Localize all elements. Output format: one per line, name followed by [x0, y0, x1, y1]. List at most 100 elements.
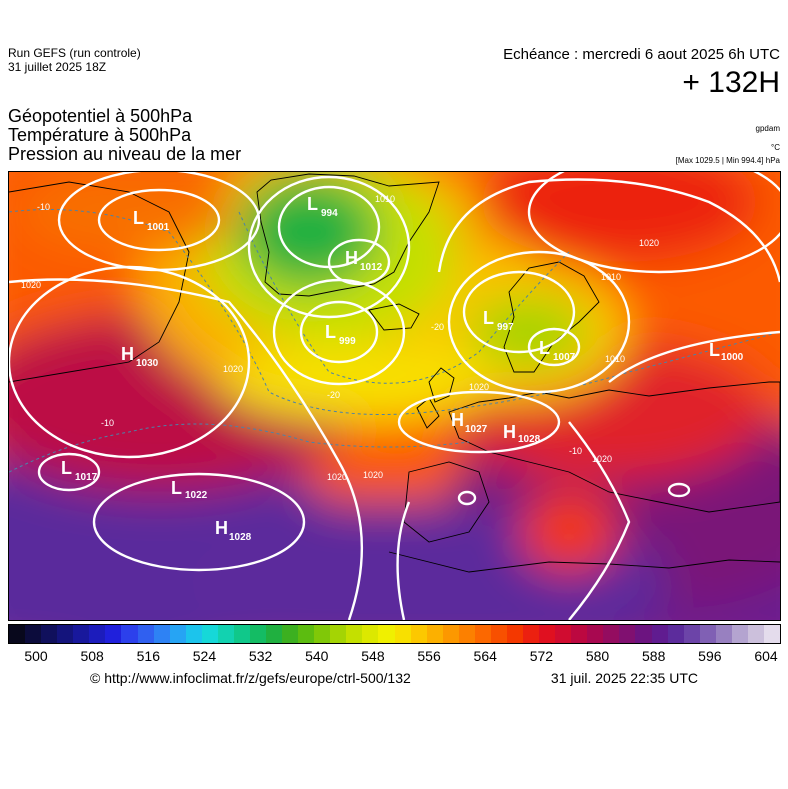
field-list: Géopotentiel à 500hPa Température à 500h… [8, 107, 241, 164]
colorbar-swatch [25, 625, 42, 643]
isobar-label: 1010 [375, 194, 395, 204]
isobar-labels: 1020 1010 1020 1010 1020 1020 1020 1020 … [21, 194, 659, 482]
colorbar-swatch [9, 625, 26, 643]
svg-text:1000: 1000 [721, 352, 744, 363]
run-date: 31 juillet 2025 18Z [8, 60, 107, 74]
svg-text:L: L [483, 308, 494, 328]
colorbar-swatch [426, 625, 443, 643]
pressure-system-low: L 1007 [539, 338, 576, 363]
colorbar-swatch [699, 625, 716, 643]
colorbar-tick-label: 508 [80, 648, 104, 664]
colorbar-swatch [539, 625, 556, 643]
svg-text:L: L [539, 338, 550, 358]
field-temperature: Température à 500hPa [8, 125, 192, 145]
colorbar-tick-label: 572 [529, 648, 554, 664]
temperature-label: -10 [37, 202, 50, 212]
source-url: © http://www.infoclimat.fr/z/gefs/europe… [90, 670, 411, 686]
svg-text:H: H [121, 344, 134, 364]
colorbar-swatch [298, 625, 315, 643]
isobar-label: 1020 [592, 454, 612, 464]
colorbar-tick-label: 516 [136, 648, 160, 664]
temperature-labels: -10 -20 -20 -10 -10 [37, 202, 582, 456]
colorbar-swatch [89, 625, 106, 643]
field-pressure: Pression au niveau de la mer [8, 144, 242, 164]
generated-time: 31 juil. 2025 22:35 UTC [550, 670, 698, 686]
colorbar-swatch [57, 625, 74, 643]
colorbar-swatch [249, 625, 266, 643]
pressure-system-low: L 1000 [709, 340, 744, 363]
colorbar-swatch [651, 625, 668, 643]
svg-text:L: L [171, 478, 182, 498]
colorbar-swatch [715, 625, 732, 643]
colorbar-swatch [523, 625, 540, 643]
colorbar-swatch [266, 625, 283, 643]
unit-temperature: °C [771, 143, 780, 152]
colorbar-swatch [683, 625, 700, 643]
colorbar-swatch [217, 625, 234, 643]
colorbar-swatch [506, 625, 523, 643]
temperature-contours [9, 209, 780, 473]
isobar-label: 1020 [21, 280, 41, 290]
svg-text:1028: 1028 [518, 434, 541, 445]
temperature-label: -10 [569, 446, 582, 456]
pressure-system-low: L 1022 [171, 478, 208, 501]
pressure-system-high: H 1028 [503, 422, 541, 445]
svg-text:1012: 1012 [360, 262, 383, 273]
svg-text:L: L [61, 458, 72, 478]
svg-text:1001: 1001 [147, 222, 170, 233]
colorbar-swatch [555, 625, 572, 643]
colorbar-tick-label: 524 [192, 648, 217, 664]
colorbar-tick-label: 532 [248, 648, 273, 664]
forecast-valid-time: Echéance : mercredi 6 aout 2025 6h UTC [503, 46, 780, 63]
svg-text:997: 997 [497, 322, 514, 333]
colorbar-swatch [362, 625, 379, 643]
colorbar-tick-label: 596 [698, 648, 722, 664]
svg-text:L: L [709, 340, 720, 360]
svg-text:1007: 1007 [553, 352, 576, 363]
colorbar-swatch [105, 625, 122, 643]
pressure-system-low: L 999 [325, 322, 356, 347]
colorbar-swatch [153, 625, 170, 643]
colorbar-swatch [169, 625, 186, 643]
colorbar-swatch [763, 625, 780, 643]
pressure-system-high: H 1012 [345, 248, 383, 273]
colorbar-tick-label: 500 [24, 648, 48, 664]
weather-map: -10 -20 -20 -10 -10 [8, 171, 781, 621]
colorbar-swatch [474, 625, 491, 643]
svg-text:H: H [215, 518, 228, 538]
run-info: Run GEFS (run controle) 31 juillet 2025 … [8, 46, 141, 74]
pressure-system-high: H 1028 [215, 518, 252, 543]
temperature-label: -20 [327, 390, 340, 400]
pressure-system-high: H 1027 [451, 410, 488, 435]
colorbar-swatch [587, 625, 604, 643]
colorbar-swatch [41, 625, 58, 643]
colorbar-swatch [73, 625, 90, 643]
colorbar-swatch [121, 625, 138, 643]
colorbar-swatch [571, 625, 588, 643]
colorbar [8, 624, 781, 644]
colorbar-swatch [282, 625, 299, 643]
colorbar-tick-label: 540 [305, 648, 329, 664]
svg-text:H: H [345, 248, 358, 268]
colorbar-swatch [731, 625, 748, 643]
svg-text:L: L [133, 208, 144, 228]
colorbar-swatch [394, 625, 411, 643]
colorbar-swatch [330, 625, 347, 643]
colorbar-swatch [490, 625, 507, 643]
svg-text:1022: 1022 [185, 490, 208, 501]
colorbar-swatch [603, 625, 620, 643]
svg-text:L: L [307, 194, 318, 214]
temperature-label: -20 [431, 322, 444, 332]
svg-text:1027: 1027 [465, 424, 488, 435]
colorbar-swatch [137, 625, 154, 643]
colorbar-tick-label: 548 [361, 648, 385, 664]
colorbar-tick-label: 580 [585, 648, 610, 664]
map-canvas: -10 -20 -20 -10 -10 [9, 172, 780, 620]
pressure-systems: L 1001 L 994 H 1012 L 999 L 997 L 1007 H 1030 L… [61, 194, 744, 543]
colorbar-swatch [346, 625, 363, 643]
colorbar-swatch [378, 625, 395, 643]
isobar-label: 1020 [223, 364, 243, 374]
svg-text:994: 994 [321, 208, 338, 219]
colorbar-swatch [410, 625, 427, 643]
svg-text:1017: 1017 [75, 472, 98, 483]
